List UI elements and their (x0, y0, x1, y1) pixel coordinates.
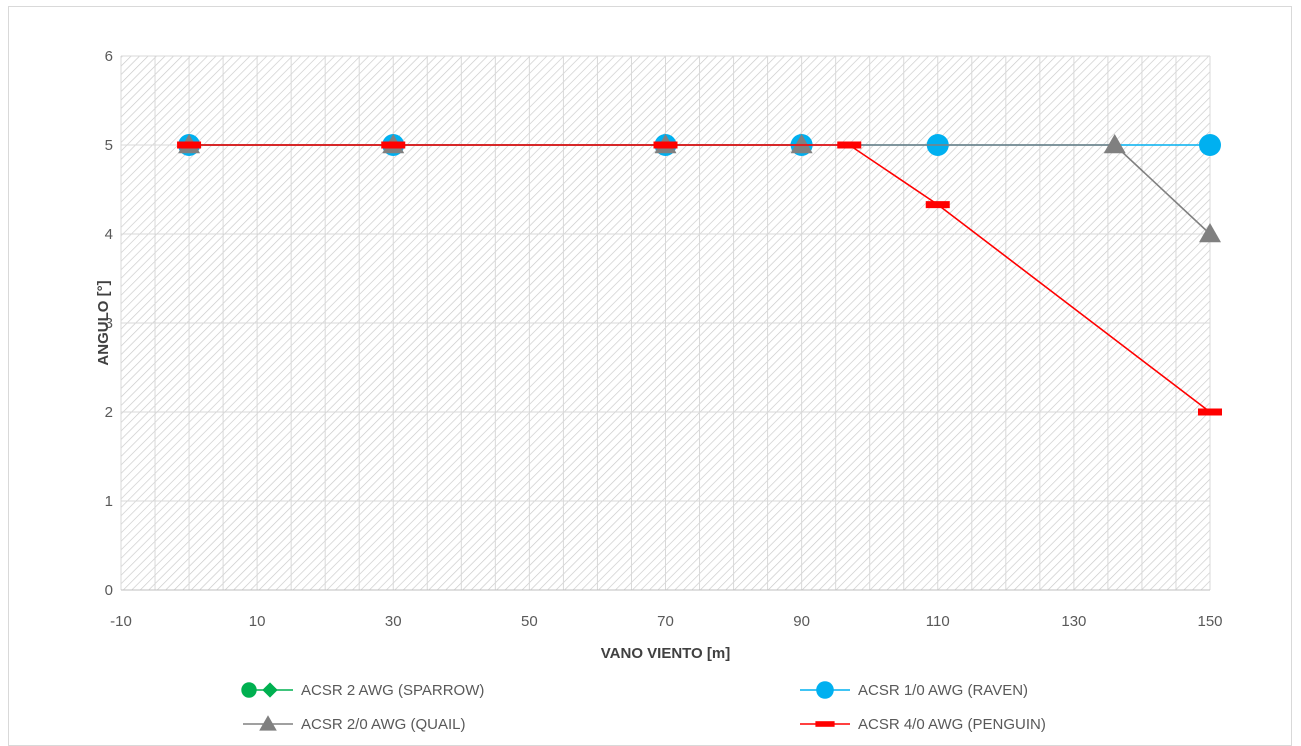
y-tick-label: 5 (105, 137, 113, 154)
y-tick-label: 4 (105, 226, 113, 243)
data-point (1198, 408, 1222, 416)
x-tick-label: 10 (249, 613, 266, 630)
legend-entry: ACSR 1/0 AWG (RAVEN) (800, 681, 1028, 699)
legend: ACSR 2 AWG (SPARROW) ACSR 1/0 AWG (RAVEN)… (241, 681, 1046, 733)
legend-marker (262, 682, 278, 698)
legend-marker (815, 721, 835, 727)
data-point (837, 141, 862, 149)
data-point (177, 141, 202, 149)
series-line (189, 144, 1211, 413)
x-tick-label: -10 (110, 613, 132, 630)
x-tick-label: 130 (1061, 613, 1086, 630)
axes: 0 1 2 3 4 5 6 -10 10 30 50 70 90 110 130 150 (105, 48, 1223, 630)
x-tick-label: 30 (385, 613, 402, 630)
legend-label: ACSR 2/0 AWG (QUAIL) (301, 716, 465, 733)
series (177, 134, 1222, 416)
y-tick-label: 1 (105, 493, 113, 510)
data-point (381, 141, 406, 149)
data-point (1199, 134, 1221, 156)
x-tick-label: 50 (521, 613, 538, 630)
y-tick-label: 6 (105, 48, 113, 65)
legend-marker (241, 682, 257, 698)
data-point (653, 141, 678, 149)
series-3 (177, 141, 1222, 416)
legend-entry: ACSR 2 AWG (SPARROW) (241, 682, 484, 699)
y-tick-label: 3 (105, 315, 113, 332)
legend-marker (259, 715, 277, 731)
y-tick-label: 2 (105, 404, 113, 421)
legend-label: ACSR 4/0 AWG (PENGUIN) (858, 716, 1046, 733)
legend-label: ACSR 2 AWG (SPARROW) (301, 682, 484, 699)
legend-entry: ACSR 4/0 AWG (PENGUIN) (800, 716, 1046, 733)
y-tick-label: 0 (105, 582, 113, 599)
x-tick-label: 110 (926, 613, 950, 630)
x-axis-title: VANO VIENTO [m] (601, 645, 730, 662)
legend-marker (816, 681, 834, 699)
data-point (1103, 134, 1126, 154)
y-axis-title: ANGULO [°] (95, 280, 112, 365)
data-point (925, 201, 950, 209)
legend-label: ACSR 1/0 AWG (RAVEN) (858, 682, 1028, 699)
x-tick-label: 90 (793, 613, 810, 630)
data-point (1199, 223, 1221, 243)
legend-entry: ACSR 2/0 AWG (QUAIL) (243, 715, 465, 733)
data-point (790, 134, 813, 154)
x-tick-label: 70 (657, 613, 674, 630)
x-tick-label: 150 (1197, 613, 1222, 630)
